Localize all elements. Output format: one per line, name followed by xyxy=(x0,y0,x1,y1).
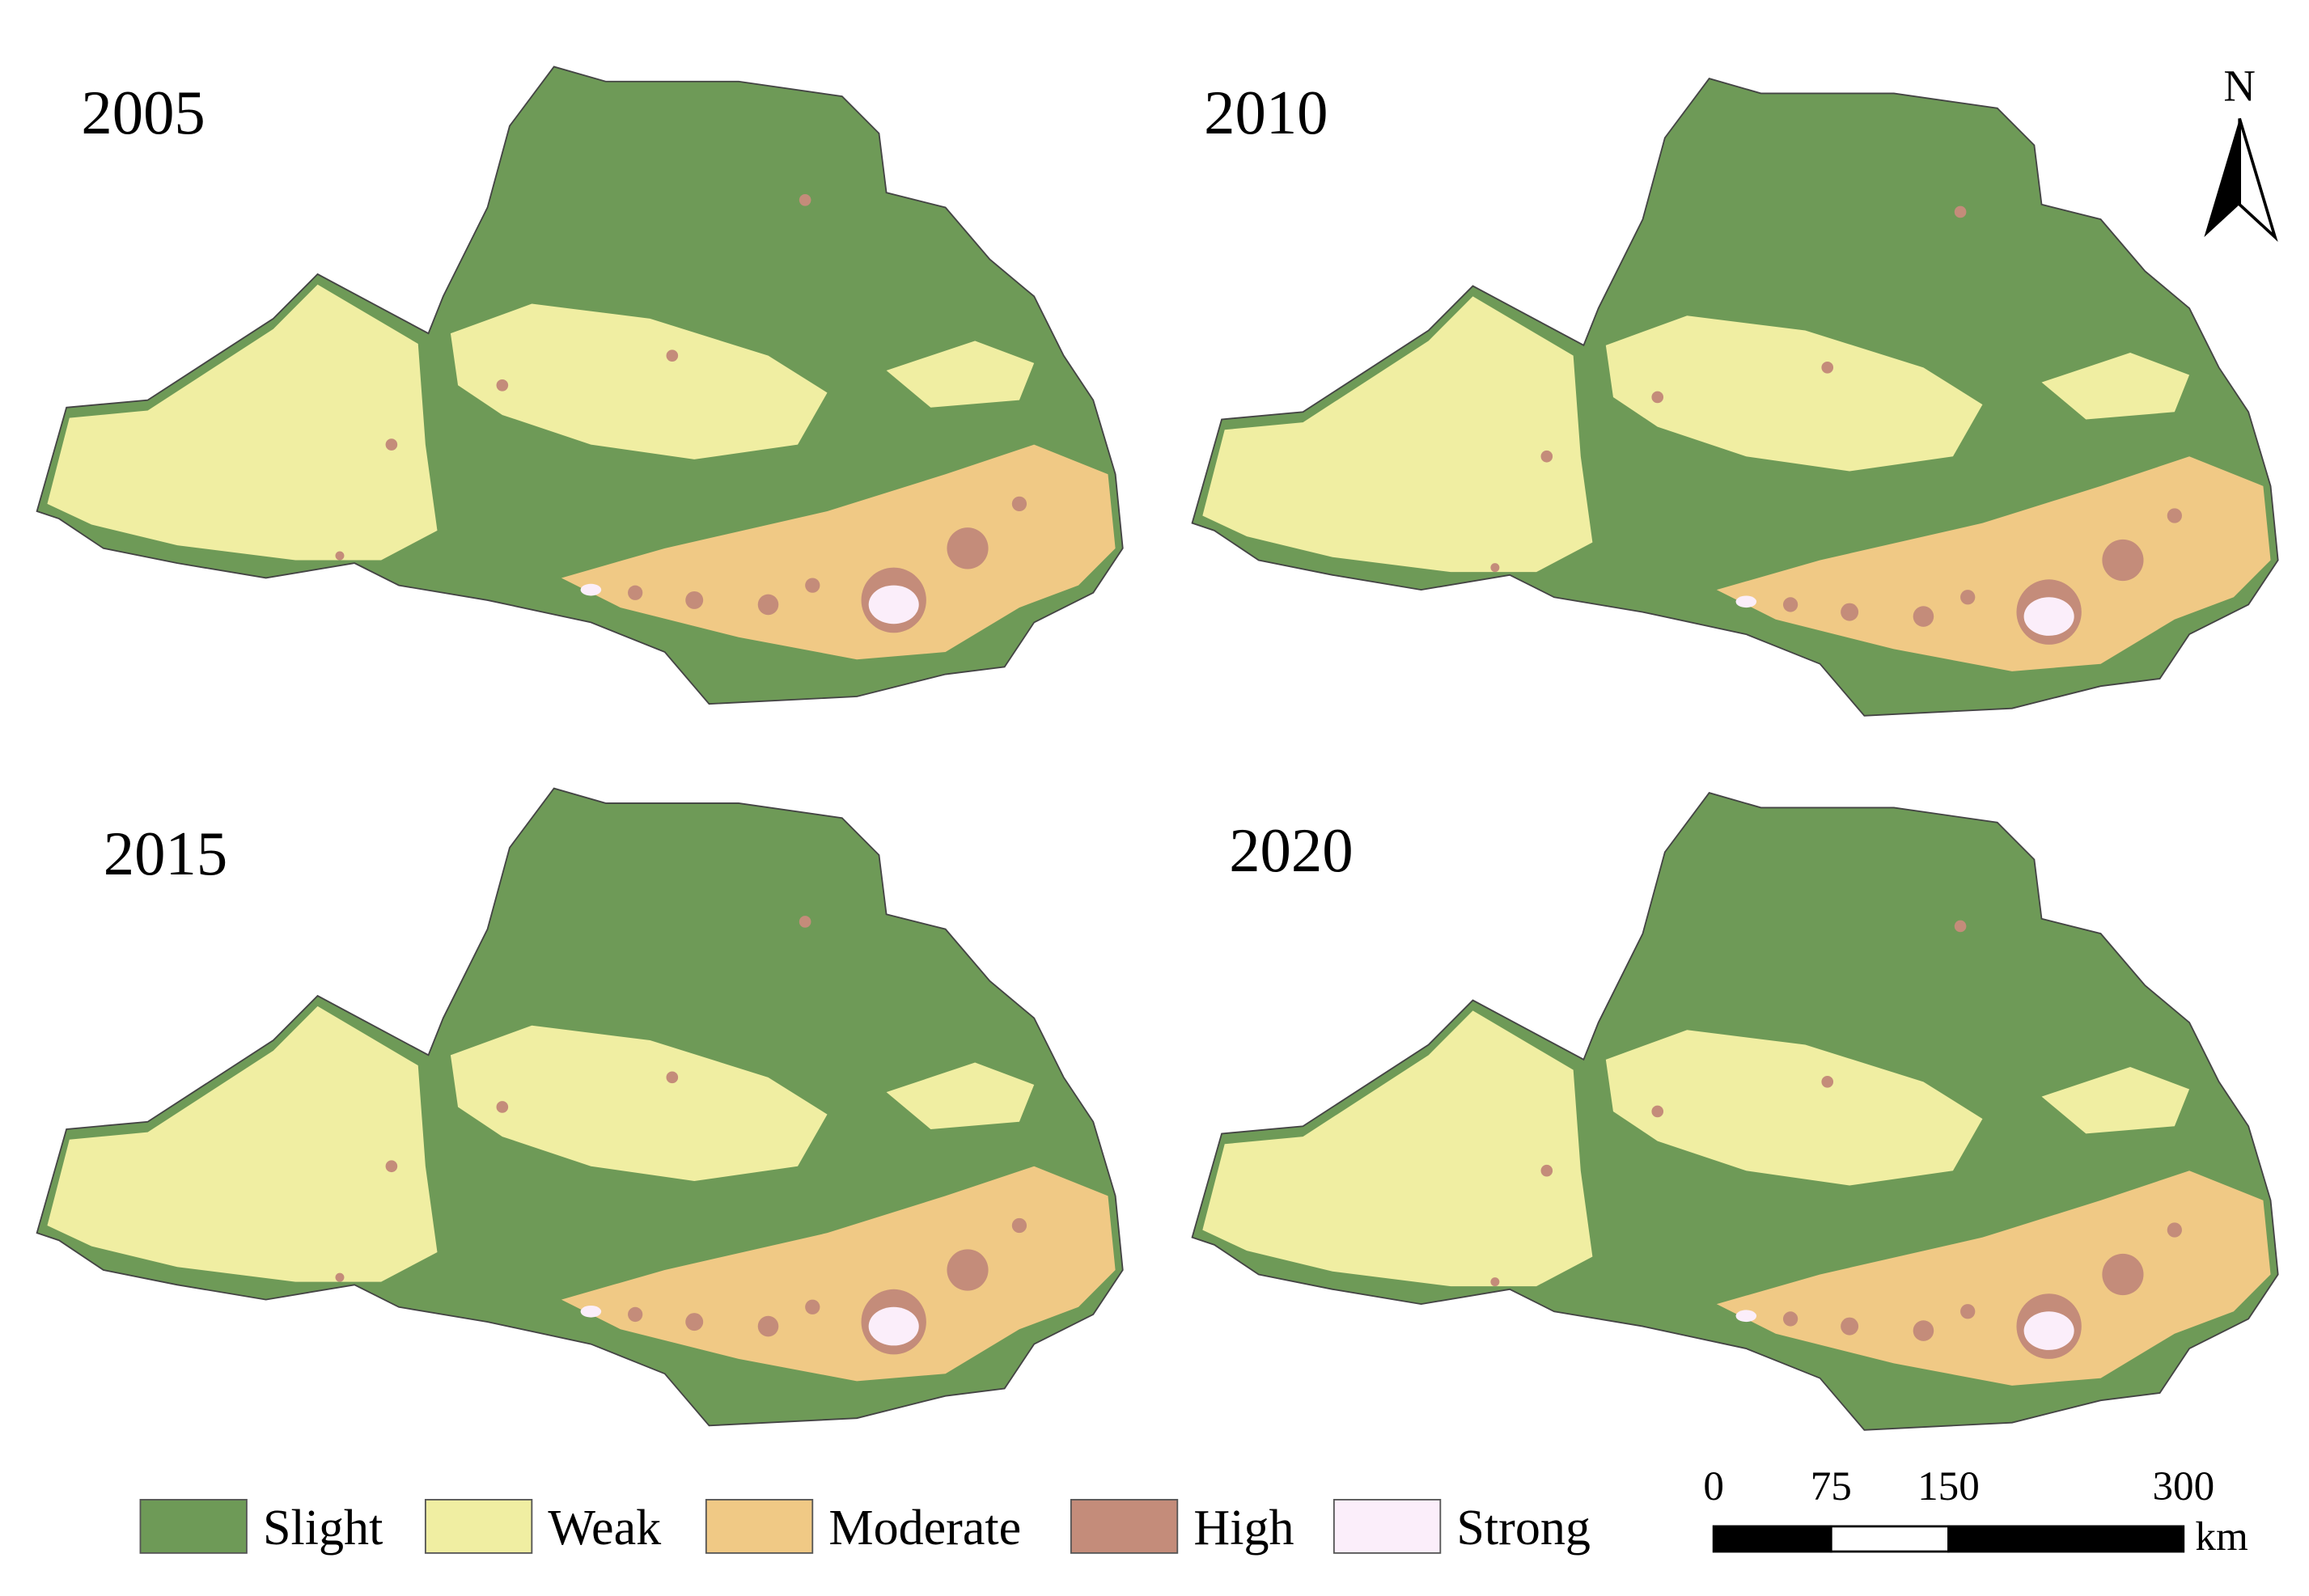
arrow-half xyxy=(2204,118,2240,238)
north-arrow: N xyxy=(2204,61,2278,242)
basin-map xyxy=(1191,792,2279,1431)
scale-segment xyxy=(1829,1525,1950,1553)
scale-tick-label: 150 xyxy=(1917,1463,1980,1509)
year-label: 2010 xyxy=(1204,78,1328,147)
legend-label: High xyxy=(1193,1501,1294,1556)
scale-tick-label: 75 xyxy=(1811,1463,1852,1509)
legend-swatch xyxy=(139,1499,248,1554)
map-panel xyxy=(36,66,1124,705)
map-panel xyxy=(1191,792,2279,1431)
legend-swatch xyxy=(705,1499,814,1554)
legend-label: Strong xyxy=(1456,1501,1591,1556)
legend-label: Weak xyxy=(548,1501,662,1556)
legend-swatch xyxy=(1332,1499,1442,1554)
year-label: 2020 xyxy=(1229,816,1353,885)
legend-swatch xyxy=(1070,1499,1179,1554)
year-label: 2005 xyxy=(81,78,205,147)
scale-segment xyxy=(1947,1525,2185,1553)
basin-map xyxy=(1191,78,2279,717)
scale-unit: km xyxy=(2195,1513,2248,1560)
scale-tick-label: 0 xyxy=(1703,1463,1724,1509)
legend-label: Slight xyxy=(263,1501,383,1556)
basin-map xyxy=(36,66,1124,705)
legend-swatch xyxy=(424,1499,533,1554)
map-panel xyxy=(1191,78,2279,717)
year-label: 2015 xyxy=(104,819,227,888)
scale-tick-label: 300 xyxy=(2152,1463,2214,1509)
north-label: N xyxy=(2223,61,2256,110)
arrow-half xyxy=(2238,118,2278,242)
map-panels: 2005 2010 2015 2020 xyxy=(36,66,2279,1431)
legend: Slight Weak Moderate High Strong xyxy=(139,1499,1591,1556)
scale-segment xyxy=(1712,1525,1832,1553)
legend-label: Moderate xyxy=(828,1501,1021,1556)
